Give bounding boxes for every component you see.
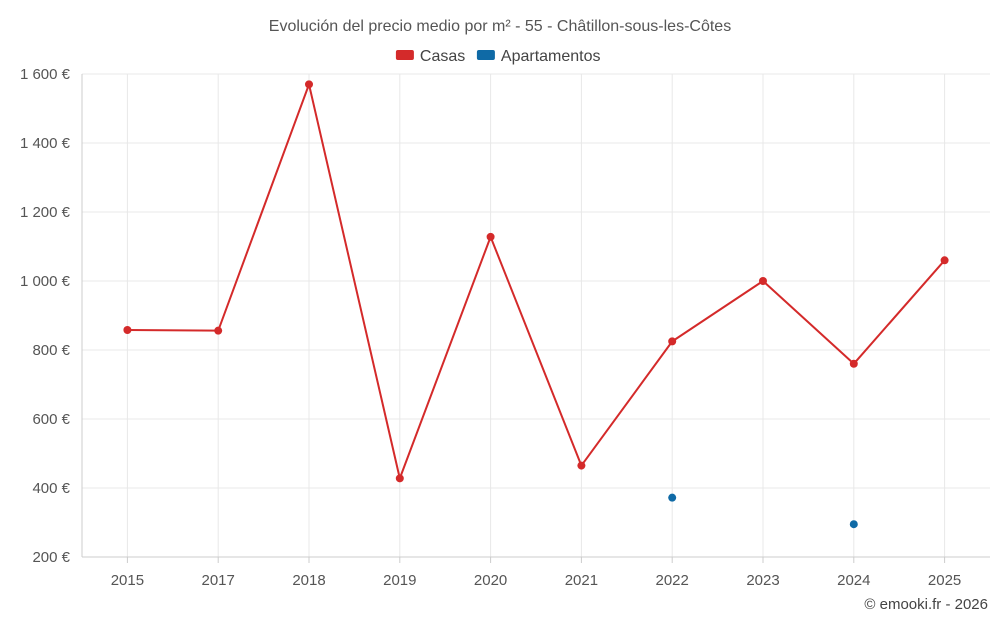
y-tick-label: 200 € bbox=[32, 549, 70, 566]
data-point bbox=[940, 256, 949, 265]
data-point bbox=[668, 337, 677, 346]
chart-grid bbox=[82, 73, 990, 557]
x-tick-label: 2025 bbox=[928, 572, 961, 589]
y-tick-label: 800 € bbox=[32, 342, 70, 359]
legend-swatch bbox=[476, 50, 495, 60]
chart-series bbox=[123, 80, 949, 529]
chart-title: Evolución del precio medio por m² - 55 -… bbox=[269, 18, 731, 35]
credit-text: © emooki.fr - 2026 bbox=[864, 596, 988, 613]
data-point bbox=[214, 326, 223, 335]
y-tick-label: 1 000 € bbox=[20, 273, 71, 290]
data-point bbox=[668, 493, 677, 502]
y-tick-label: 1 600 € bbox=[20, 66, 71, 83]
x-axis: 2015 2017 2018 2019 2020 2021 2022 2023 2024 2025 bbox=[82, 556, 990, 589]
y-axis: 200 € 400 € 600 € 800 € 1 000 € 1 200 € 1 400 … bbox=[20, 66, 83, 566]
data-point bbox=[305, 80, 313, 89]
series-apartamentos bbox=[668, 493, 858, 529]
y-tick-label: 600 € bbox=[32, 411, 70, 428]
legend-swatch bbox=[395, 50, 414, 60]
y-tick-label: 1 400 € bbox=[20, 135, 71, 152]
legend-item-apartamentos: Apartamentos bbox=[476, 48, 601, 65]
x-tick-label: 2023 bbox=[746, 572, 779, 589]
data-point bbox=[123, 325, 132, 334]
data-point bbox=[849, 520, 858, 529]
data-point bbox=[849, 359, 858, 368]
x-tick-label: 2018 bbox=[292, 572, 325, 589]
data-point bbox=[759, 277, 767, 285]
chart-legend: Casas Apartamentos bbox=[395, 48, 601, 65]
series-casas bbox=[123, 80, 949, 483]
y-tick-label: 1 200 € bbox=[20, 204, 71, 221]
legend-label: Apartamentos bbox=[501, 48, 601, 65]
x-tick-label: 2020 bbox=[474, 572, 507, 589]
x-tick-label: 2015 bbox=[111, 572, 144, 589]
legend-item-casas: Casas bbox=[395, 48, 465, 65]
data-point bbox=[395, 474, 404, 483]
data-point bbox=[577, 461, 586, 470]
legend-label: Casas bbox=[420, 48, 465, 65]
x-tick-label: 2022 bbox=[656, 572, 689, 589]
x-tick-label: 2024 bbox=[837, 572, 870, 589]
y-tick-label: 400 € bbox=[32, 480, 70, 497]
series-line-casas bbox=[127, 83, 946, 480]
x-tick-label: 2021 bbox=[565, 572, 598, 589]
x-tick-label: 2017 bbox=[202, 572, 235, 589]
x-tick-label: 2019 bbox=[383, 572, 416, 589]
data-point bbox=[486, 232, 495, 241]
